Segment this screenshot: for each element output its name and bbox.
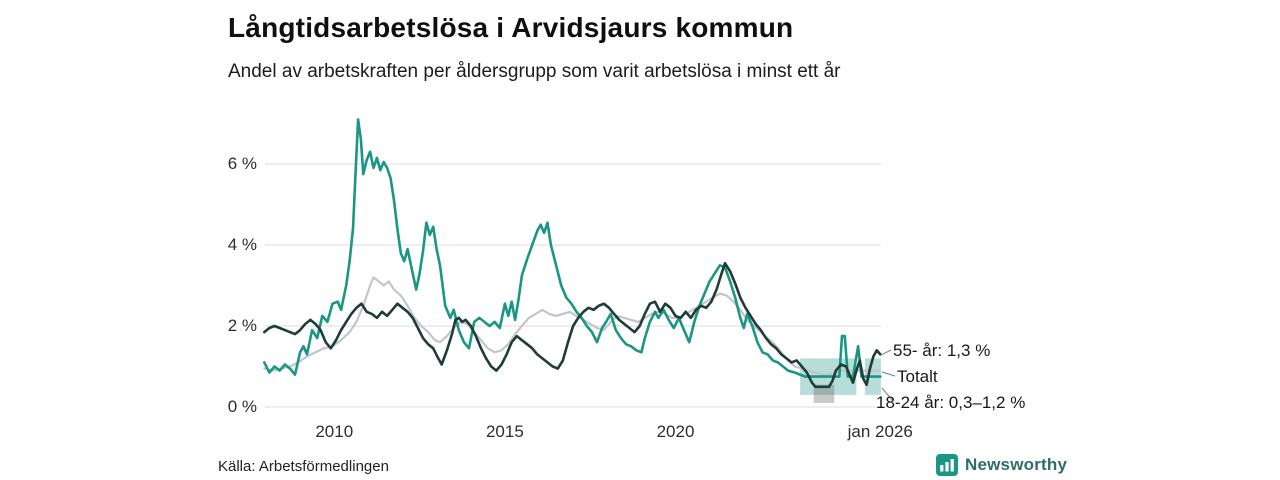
x-axis-label: 2010 [315,422,354,441]
chart-title: Långtidsarbetslösa i Arvidsjaurs kommun [228,12,794,43]
y-axis-label: 6 % [227,154,257,173]
series-line-18-24-år [262,118,882,378]
x-axis-label: 2020 [656,422,695,441]
series-line-Totalt [263,276,882,376]
y-axis-label: 4 % [227,235,257,254]
newsworthy-logo: Newsworthy [936,454,1067,476]
source-note: Källa: Arbetsförmedlingen [218,458,389,475]
annotation-connector [881,371,896,377]
band-55--år [813,384,835,403]
chart-subtitle: Andel av arbetskraften per åldersgrupp s… [228,61,841,82]
x-axis-label: 2015 [485,422,524,441]
annotation-connector [881,387,894,402]
y-axis-label: 2 % [227,316,257,335]
series-lines [262,118,882,389]
newsworthy-logo-text: Newsworthy [965,455,1068,474]
y-axis-label: 0 % [227,397,257,416]
series-annotation-18-24-år: 18-24 år: 0,3–1,2 % [876,393,1026,412]
newsworthy-logo-icon [936,454,958,476]
annotation-connectors [880,349,896,402]
series-line-55--år [262,261,882,389]
annotation-connector [880,349,892,356]
x-axis-label: jan 2026 [847,422,913,441]
series-annotation-Totalt: Totalt [897,367,938,386]
series-annotation-55--år: 55- år: 1,3 % [893,341,991,360]
